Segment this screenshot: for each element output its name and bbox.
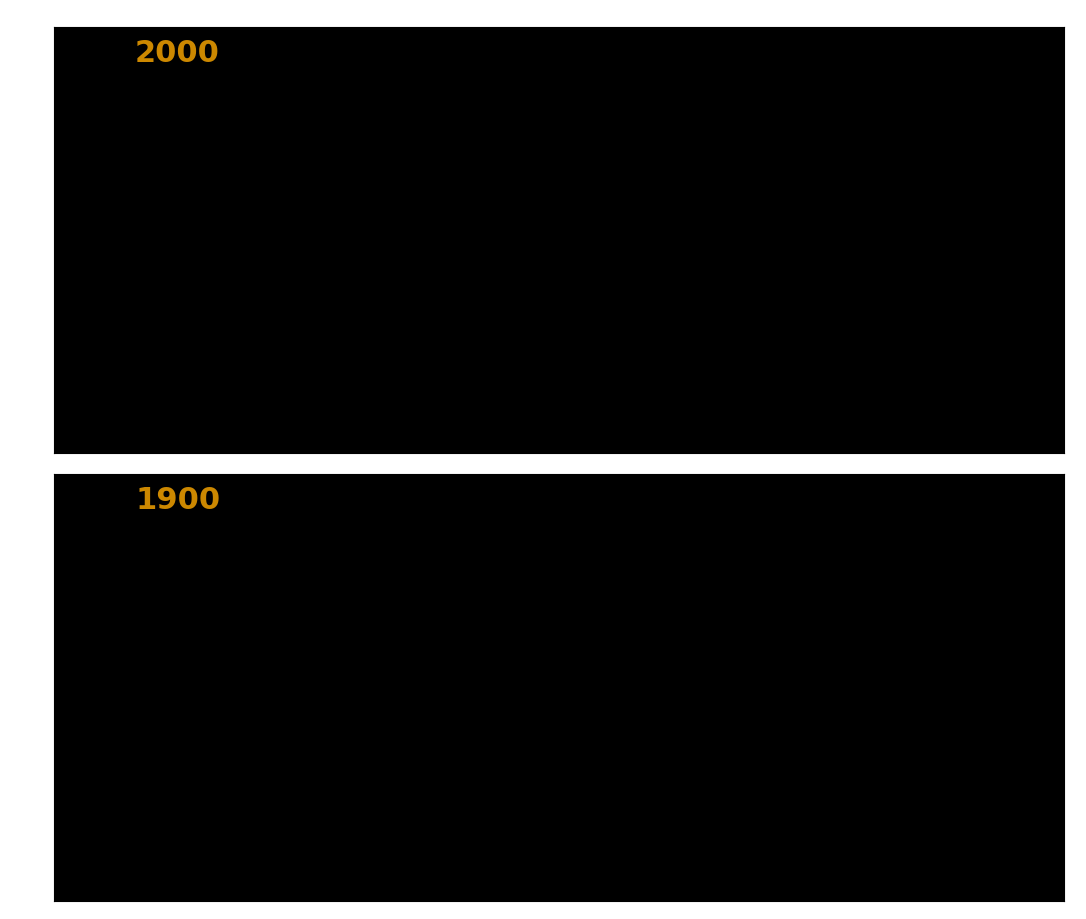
Text: 2000: 2000 — [135, 39, 220, 68]
Text: 1900: 1900 — [135, 486, 220, 515]
